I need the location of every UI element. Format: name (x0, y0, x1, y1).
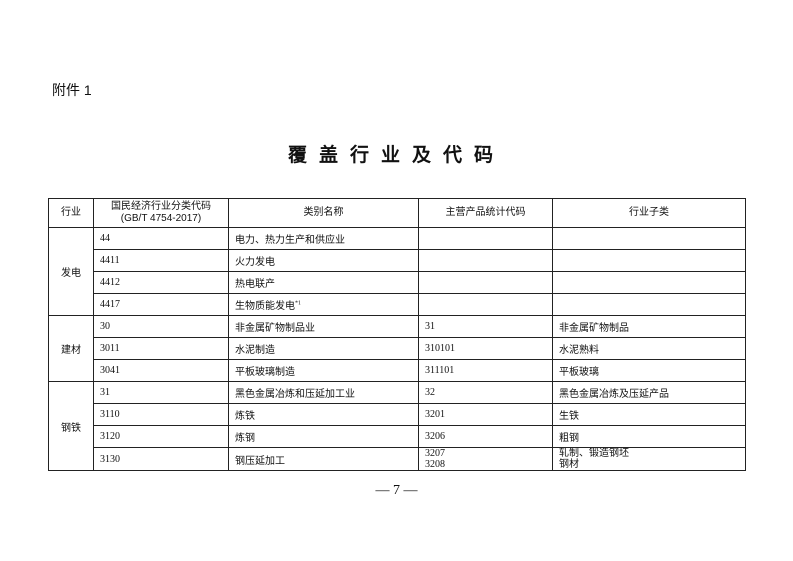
header-gb-code: 国民经济行业分类代码 (GB/T 4754-2017) (93, 198, 229, 228)
table-row: 4412 热电联产 (49, 271, 746, 294)
name-cell: 平板玻璃制造 (228, 359, 419, 382)
product-code-cell: 310101 (418, 337, 553, 360)
subclass-cell (552, 249, 746, 272)
product-code-cell: 3201 (418, 403, 553, 426)
product-code-cell: 3207 3208 (418, 447, 553, 471)
name-cell: 非金属矿物制品业 (228, 315, 419, 338)
name-cell: 生物质能发电*1 (228, 293, 419, 316)
subclass-cell: 粗钢 (552, 425, 746, 448)
page-number: — 7 — (375, 483, 418, 498)
subclass-cell: 水泥熟料 (552, 337, 746, 360)
attachment-label: 附件 1 (52, 82, 92, 98)
name-cell: 电力、热力生产和供应业 (228, 227, 419, 250)
table-row: 发电 44 电力、热力生产和供应业 (48, 227, 746, 316)
product-code-cell: 31 (418, 315, 553, 338)
name-cell: 水泥制造 (228, 337, 419, 360)
subclass-cell: 非金属矿物制品 (552, 315, 746, 338)
header-subclass: 行业子类 (552, 198, 746, 228)
product-code-line2: 3208 (425, 459, 445, 470)
table-row: 3011 水泥制造 310101 水泥熟料 (49, 337, 746, 360)
code-cell: 3041 (93, 359, 229, 382)
name-cell: 钢压延加工 (228, 447, 419, 471)
name-text: 生物质能发电 (235, 301, 295, 312)
product-code-cell (418, 249, 553, 272)
subclass-cell (552, 271, 746, 294)
subclass-cell (552, 227, 746, 250)
product-code-cell: 311101 (418, 359, 553, 382)
industry-cell: 建材 (48, 315, 94, 382)
subclass-cell: 生铁 (552, 403, 746, 426)
product-code-cell (418, 227, 553, 250)
header-industry: 行业 (48, 198, 94, 228)
table-row: 3041 平板玻璃制造 311101 平板玻璃 (49, 359, 746, 382)
code-cell: 4411 (93, 249, 229, 272)
header-product-code: 主营产品统计代码 (418, 198, 553, 228)
industry-cell: 发电 (48, 227, 94, 316)
table-row: 3120 炼钢 3206 粗钢 (49, 425, 746, 448)
subclass-cell: 平板玻璃 (552, 359, 746, 382)
table-row: 4417 生物质能发电*1 (49, 293, 746, 316)
document-title: 覆盖行业及代码 (287, 145, 505, 166)
code-cell: 44 (93, 227, 229, 250)
subclass-cell: 黑色金属冶炼及压延产品 (552, 381, 746, 404)
table-row: 钢铁 31 黑色金属冶炼和压延加工业 32 黑色金属冶炼及压延产品 (48, 381, 746, 471)
product-code-cell (418, 271, 553, 294)
industry-cell: 钢铁 (48, 381, 94, 471)
code-cell: 3130 (93, 447, 229, 471)
header-category-name: 类别名称 (228, 198, 419, 228)
table-row: 建材 30 非金属矿物制品业 31 非金属矿物制品 (48, 315, 746, 382)
name-cell: 黑色金属冶炼和压延加工业 (228, 381, 419, 404)
code-cell: 31 (93, 381, 229, 404)
subclass-line1: 轧制、锻造钢坯 (559, 448, 629, 460)
code-cell: 4417 (93, 293, 229, 316)
name-cell: 炼铁 (228, 403, 419, 426)
name-cell: 炼钢 (228, 425, 419, 448)
product-code-line1: 3207 (425, 448, 445, 460)
header-gb-code-line2: (GB/T 4754-2017) (120, 213, 202, 224)
code-cell: 3011 (93, 337, 229, 360)
subclass-cell: 轧制、锻造钢坯 钢材 (552, 447, 746, 471)
product-code-cell: 32 (418, 381, 553, 404)
name-cell: 火力发电 (228, 249, 419, 272)
table-header-row: 行业 国民经济行业分类代码 (GB/T 4754-2017) 类别名称 主营产品统… (48, 198, 746, 228)
product-code-cell: 3206 (418, 425, 553, 448)
code-cell: 3110 (93, 403, 229, 426)
subclass-cell (552, 293, 746, 316)
name-cell: 热电联产 (228, 271, 419, 294)
product-code-cell (418, 293, 553, 316)
footnote-marker: *1 (295, 300, 301, 307)
code-cell: 30 (93, 315, 229, 338)
table-row: 4411 火力发电 (49, 249, 746, 272)
table-row: 3130 钢压延加工 3207 3208 轧制、锻造钢坯 钢材 (49, 447, 746, 471)
industry-code-table: 行业 国民经济行业分类代码 (GB/T 4754-2017) 类别名称 主营产品统… (48, 198, 746, 471)
code-cell: 3120 (93, 425, 229, 448)
subclass-line2: 钢材 (559, 459, 579, 470)
header-gb-code-line1: 国民经济行业分类代码 (111, 201, 211, 212)
table-row: 3110 炼铁 3201 生铁 (49, 403, 746, 426)
code-cell: 4412 (93, 271, 229, 294)
